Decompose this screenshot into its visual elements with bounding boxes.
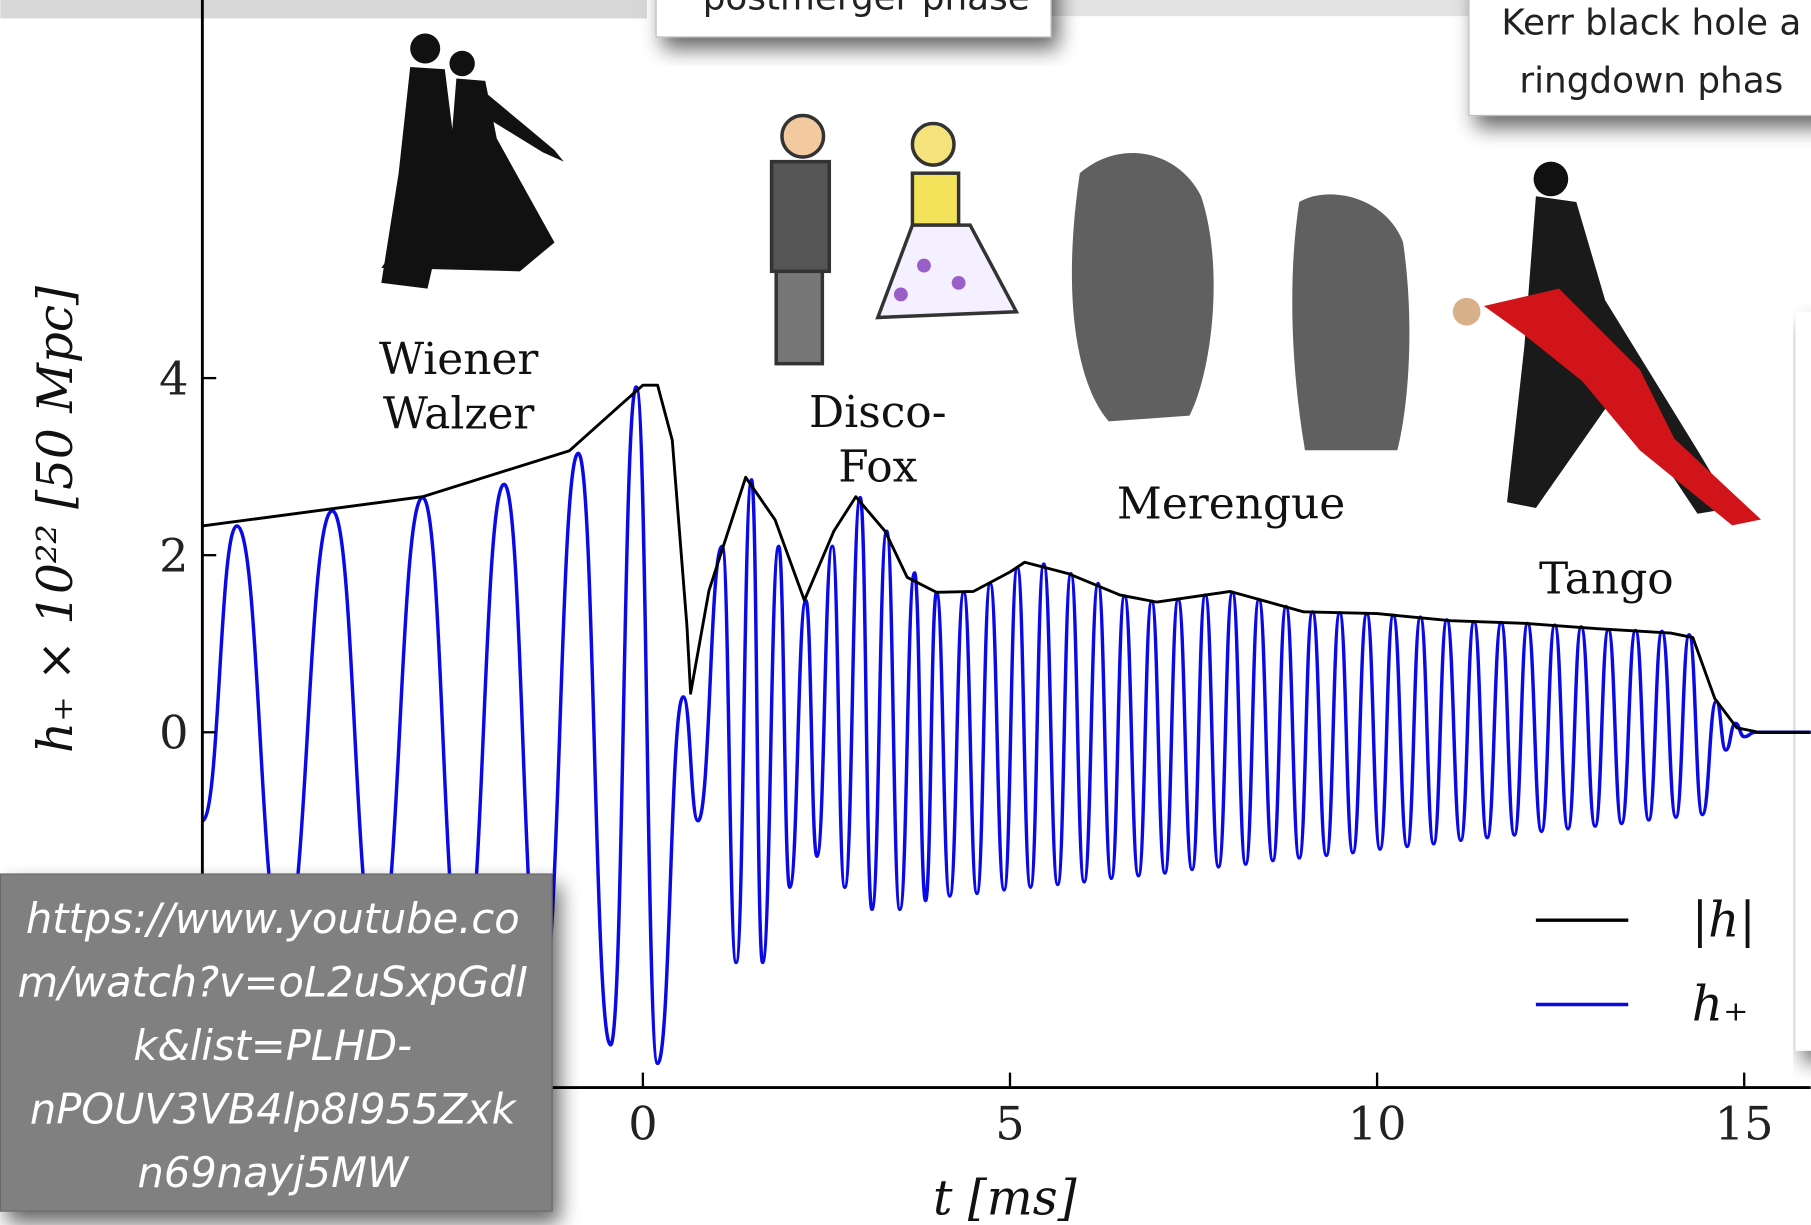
x-tick-label: 0 <box>628 1097 657 1151</box>
dance-label: Merengue <box>1117 478 1345 529</box>
page: h+ waveform {"chart_data": { "type": "li… <box>0 0 1811 1225</box>
tango-silhouette <box>1453 162 1761 526</box>
side-panel <box>1796 312 1811 1051</box>
legend-label: |h| <box>1692 892 1756 948</box>
y-tick-label: 4 <box>159 351 188 405</box>
chart: 0 2 4 0 5 10 15 t [ms] h₊ × 10²² [50 Mpc] |h| h₊ W… <box>0 0 1811 1225</box>
link-text[interactable]: k&list=PLHD- <box>133 1021 412 1070</box>
dance-label: Wiener <box>379 334 538 385</box>
disco-cartoon <box>772 115 1017 363</box>
note-text: Kerr black hole a <box>1501 3 1801 44</box>
note-text: ringdown phas <box>1519 60 1783 101</box>
waltz-silhouette <box>381 33 563 288</box>
link-text[interactable]: nPOUV3VB4lp8I955Zxk <box>30 1084 518 1133</box>
y-tick-label: 0 <box>159 705 188 759</box>
link-text[interactable]: m/watch?v=oL2uSxpGdI <box>18 957 528 1006</box>
y-axis-title: h₊ × 10²² [50 Mpc] <box>28 286 84 753</box>
dance-label: Walzer <box>383 388 535 439</box>
page-body: 0 2 4 0 5 10 15 t [ms] h₊ × 10²² [50 Mpc] |h| h₊ W… <box>0 0 1811 1225</box>
x-tick-label: 5 <box>995 1097 1024 1151</box>
dance-label: Fox <box>838 441 917 492</box>
dance-label: Tango <box>1539 553 1674 604</box>
link-text[interactable]: https://www.youtube.co <box>26 894 520 943</box>
top-shade <box>1039 0 1478 16</box>
top-shade <box>0 0 647 18</box>
note-text: postmerger phase <box>703 0 1030 18</box>
link-text[interactable]: n69nayj5MW <box>138 1148 410 1197</box>
x-tick-label: 15 <box>1715 1097 1774 1151</box>
x-axis-title: t [ms] <box>933 1171 1077 1225</box>
x-tick-label: 10 <box>1348 1097 1407 1151</box>
merengue-sketch <box>1072 153 1410 450</box>
legend-label: h₊ <box>1692 977 1749 1033</box>
y-tick-label: 2 <box>159 528 188 582</box>
dance-label: Disco- <box>809 387 947 438</box>
